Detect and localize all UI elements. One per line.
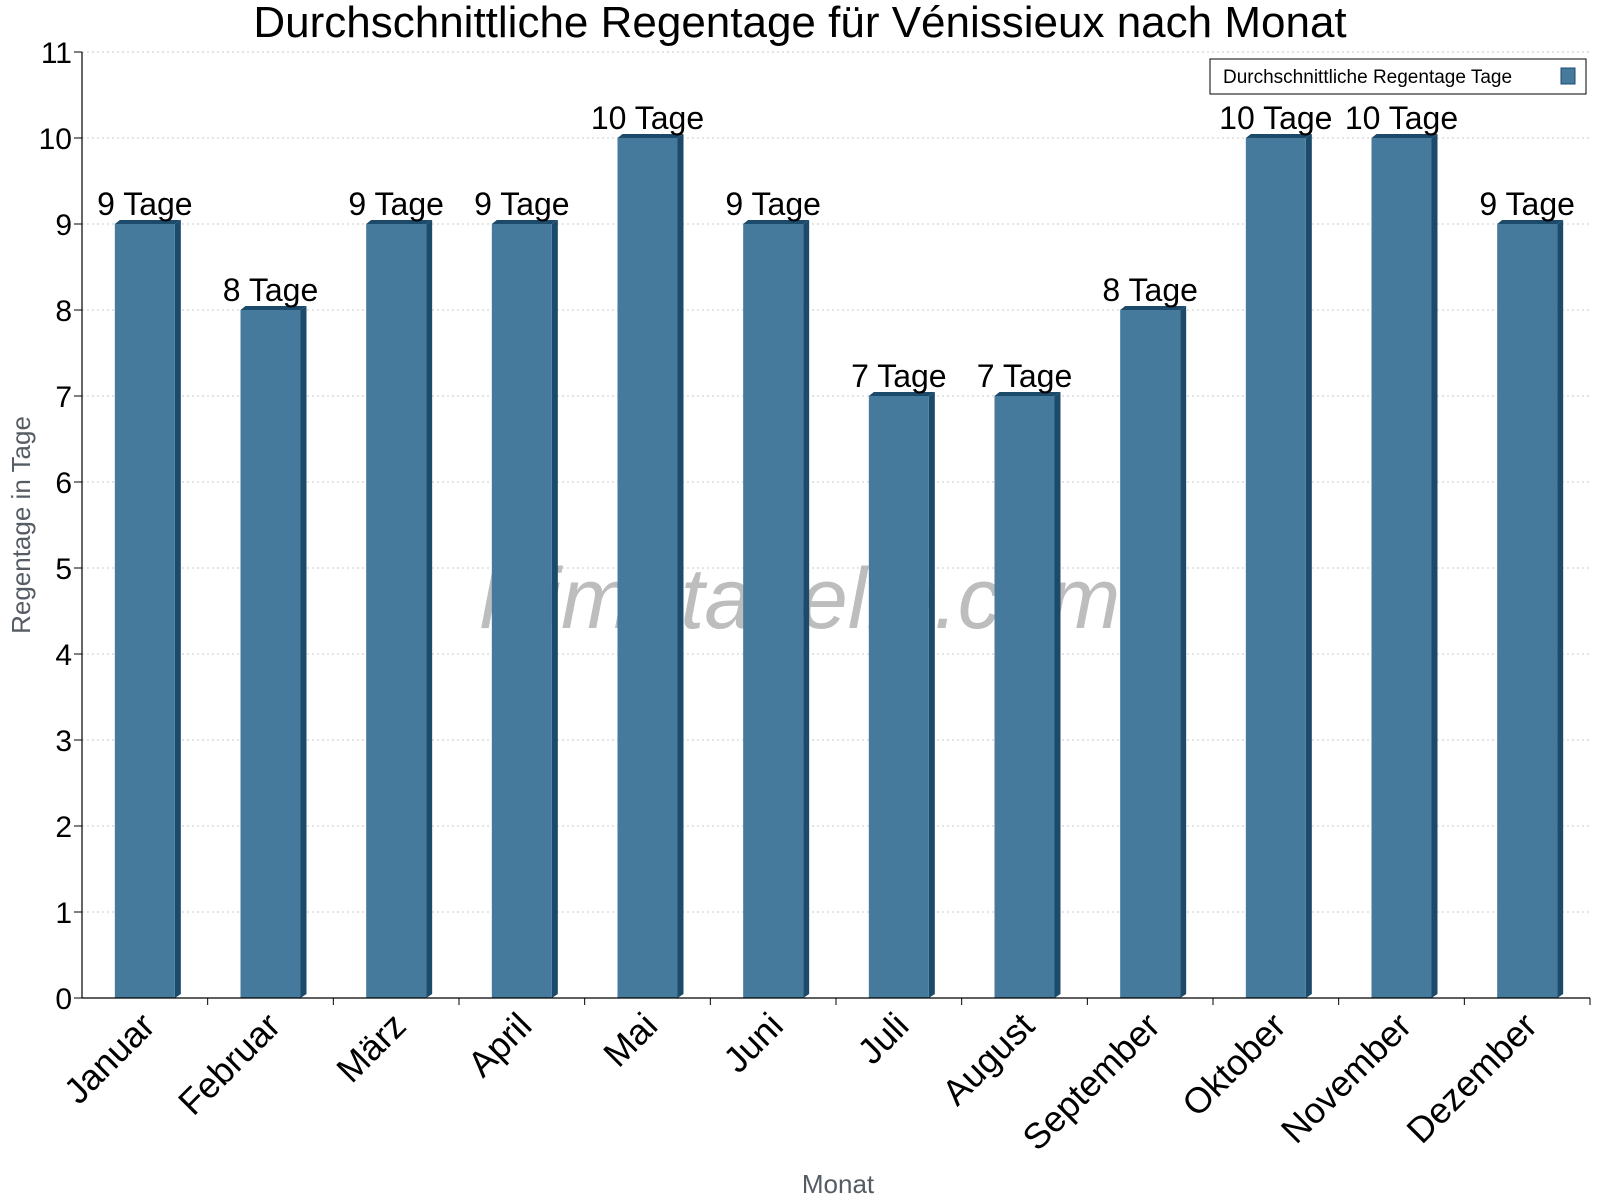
y-tick-label: 2 [55, 811, 72, 844]
x-tick-label: Dezember [1398, 1005, 1544, 1151]
bar-side [174, 220, 181, 998]
bar-side [677, 134, 684, 998]
legend: Durchschnittliche Regentage Tage [1209, 58, 1587, 95]
bar-märz [366, 220, 433, 998]
bar-januar [114, 220, 181, 998]
legend-swatch [1560, 67, 1576, 85]
x-tick-label: November [1273, 1005, 1419, 1151]
bar-april [491, 220, 558, 998]
data-labels: 9 Tage 8 Tage 9 Tage 9 Tage 10 Tage 9 Tage 7 T… [97, 100, 1575, 394]
data-label: 10 Tage [1219, 100, 1332, 136]
bar-top [617, 134, 684, 138]
chart-title: Durchschnittliche Regentage für Vénissie… [253, 0, 1346, 47]
data-label: 8 Tage [1102, 272, 1198, 308]
bar-top [1120, 306, 1187, 310]
bar-side [426, 220, 433, 998]
bars [114, 134, 1564, 998]
bar-top [868, 392, 935, 396]
data-label: 7 Tage [977, 358, 1073, 394]
bar-face [240, 310, 301, 998]
bar-side [1305, 134, 1312, 998]
bar-side [803, 220, 810, 998]
data-label: 9 Tage [97, 186, 193, 222]
y-tick-label: 7 [55, 381, 72, 414]
bar-face [743, 224, 804, 998]
bar-face [366, 224, 427, 998]
bar-november [1371, 134, 1438, 998]
y-tick-label: 4 [55, 639, 72, 672]
bar-top [240, 306, 307, 310]
bar-side [1180, 306, 1187, 998]
data-label: 9 Tage [348, 186, 444, 222]
bar-side [300, 306, 307, 998]
axes [74, 51, 1591, 1005]
x-tick-label: April [460, 1005, 540, 1085]
bar-juli [868, 392, 935, 998]
x-axis-label: Monat [802, 1169, 875, 1199]
data-label: 7 Tage [851, 358, 947, 394]
bar-februar [240, 306, 307, 998]
bar-september [1120, 306, 1187, 998]
y-tick-labels: 0 1 2 3 4 5 6 7 8 9 10 11 [39, 37, 72, 1016]
bar-side [1054, 392, 1061, 998]
bar-top [366, 220, 433, 224]
x-tick-label: Januar [56, 1005, 163, 1112]
data-label: 8 Tage [223, 272, 319, 308]
bar-top [114, 220, 181, 224]
y-axis-label: Regentage in Tage [6, 416, 36, 634]
legend-box [1209, 58, 1587, 95]
x-tick-label: August [934, 1005, 1042, 1113]
x-tick-label: Juli [849, 1005, 916, 1072]
bar-oktober [1245, 134, 1312, 998]
legend-label: Durchschnittliche Regentage Tage [1223, 67, 1512, 88]
bar-side [1557, 220, 1564, 998]
bar-face [114, 224, 175, 998]
bar-top [1371, 134, 1438, 138]
bar-top [491, 220, 558, 224]
bar-face [1371, 138, 1432, 998]
y-tick-label: 11 [41, 37, 72, 70]
grid-lines [82, 51, 1590, 913]
bar-face [994, 396, 1055, 998]
bar-face [1497, 224, 1558, 998]
bar-face [1245, 138, 1306, 998]
x-tick-label: Februar [170, 1005, 288, 1123]
y-tick-label: 5 [55, 553, 72, 586]
y-tick-label: 8 [55, 295, 72, 328]
bar-dezember [1497, 220, 1564, 998]
x-tick-label: Mai [595, 1005, 665, 1075]
data-label: 9 Tage [474, 186, 570, 222]
bar-face [1120, 310, 1181, 998]
x-tick-label: Juni [715, 1005, 791, 1081]
bar-mai [617, 134, 684, 998]
y-tick-label: 1 [55, 897, 72, 930]
bar-side [551, 220, 558, 998]
data-label: 9 Tage [725, 186, 821, 222]
y-tick-label: 0 [55, 983, 72, 1016]
bar-face [617, 138, 678, 998]
bar-top [1497, 220, 1564, 224]
x-tick-label: März [328, 1005, 414, 1091]
bar-face [491, 224, 552, 998]
y-tick-label: 10 [39, 123, 72, 156]
data-label: 10 Tage [591, 100, 704, 136]
x-tick-label: Oktober [1174, 1005, 1294, 1125]
bar-face [868, 396, 929, 998]
y-tick-label: 9 [55, 209, 72, 242]
bar-top [994, 392, 1061, 396]
bar-side [928, 392, 935, 998]
bar-juni [743, 220, 810, 998]
bar-top [743, 220, 810, 224]
y-tick-label: 6 [55, 467, 72, 500]
x-tick-labels: Januar Februar März April Mai Juni Juli AugustS… [56, 1005, 1545, 1159]
bar-august [994, 392, 1061, 998]
bar-side [1431, 134, 1438, 998]
data-label: 10 Tage [1345, 100, 1458, 136]
x-tick-label: September [1014, 1005, 1168, 1159]
bar-top [1245, 134, 1312, 138]
data-label: 9 Tage [1479, 186, 1575, 222]
y-tick-label: 3 [55, 725, 72, 758]
